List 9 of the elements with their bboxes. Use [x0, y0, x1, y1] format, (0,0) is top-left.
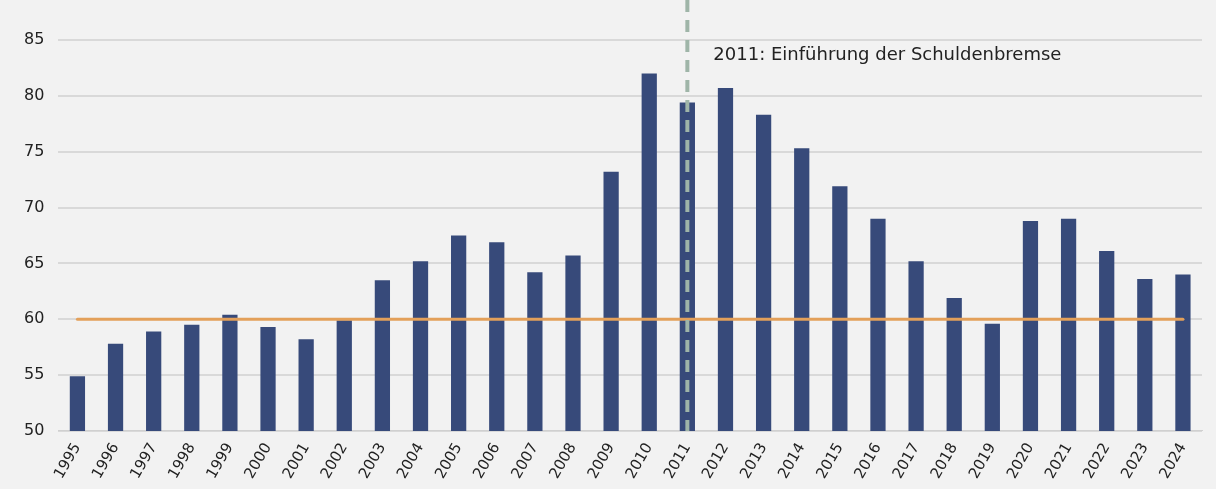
y-tick-label: 85 — [24, 29, 45, 49]
y-tick-label: 55 — [24, 364, 45, 384]
y-tick-label: 50 — [24, 420, 45, 440]
y-tick-label: 65 — [24, 252, 45, 272]
ref-line-label: 2011: Einführung der Schuldenbremse — [713, 42, 1062, 64]
y-tick-label: 75 — [24, 140, 45, 160]
y-tick-label: 80 — [24, 85, 45, 104]
y-tick-label: 60 — [24, 308, 45, 328]
y-tick-label: 70 — [24, 196, 45, 216]
